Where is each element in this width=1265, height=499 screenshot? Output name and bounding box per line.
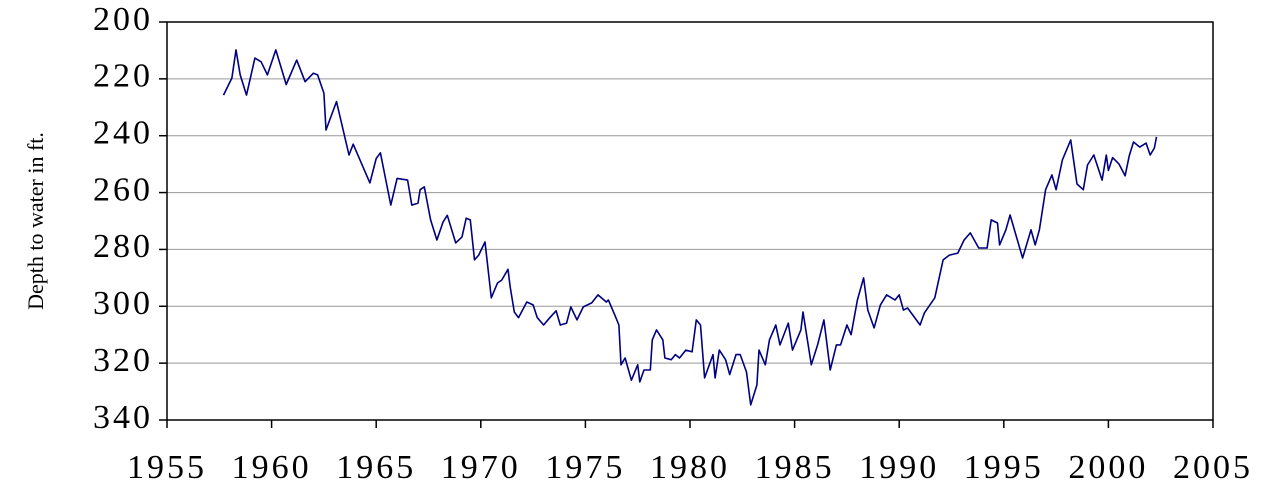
y-tick-label: 280: [93, 228, 153, 265]
x-tick-label: 1995: [964, 449, 1044, 486]
y-tick-label: 300: [93, 285, 153, 322]
x-tick-label: 1965: [336, 449, 416, 486]
x-tick-label: 1975: [545, 449, 625, 486]
x-tick-label: 2000: [1068, 449, 1148, 486]
x-tick-label: 1980: [650, 449, 730, 486]
x-tick-label: 1990: [859, 449, 939, 486]
x-tick-label: 1960: [232, 449, 312, 486]
x-tick-label: 2005: [1173, 449, 1253, 486]
y-tick-label: 260: [93, 171, 153, 208]
y-axis-label: Depth to water in ft.: [23, 132, 48, 310]
y-tick-label: 200: [93, 1, 153, 38]
data-line: [222, 49, 1158, 406]
y-tick-label: 340: [93, 399, 153, 436]
x-tick-label: 1970: [441, 449, 521, 486]
y-tick-label: 320: [93, 342, 153, 379]
y-tick-label: 220: [93, 58, 153, 95]
plot-frame: [166, 21, 1214, 421]
x-tick-label: 1985: [755, 449, 835, 486]
y-tick-label: 240: [93, 115, 153, 152]
x-tick-label: 1955: [127, 449, 207, 486]
